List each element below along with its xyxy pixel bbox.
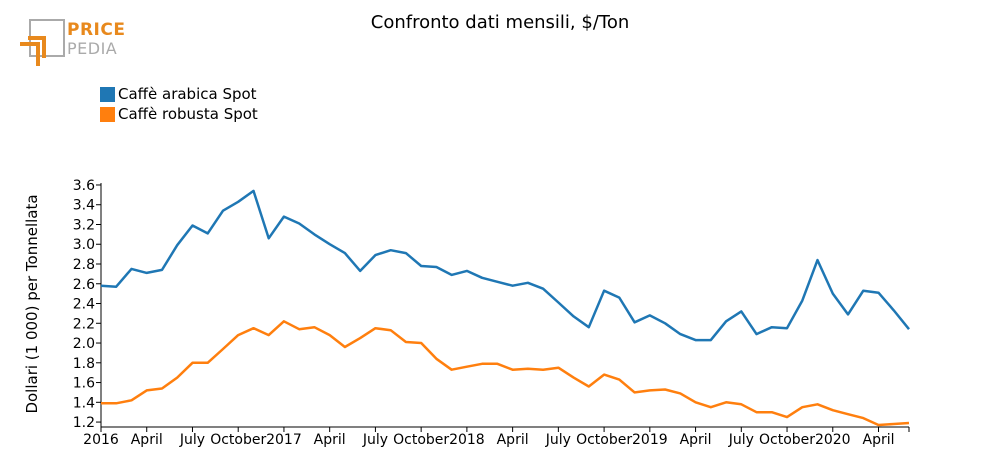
y-tick-label: 3.6	[73, 178, 95, 194]
x-tick-label: July	[545, 432, 571, 448]
y-tick-label: 1.2	[73, 415, 95, 431]
y-tick-label: 2.0	[73, 336, 95, 352]
y-tick-label: 1.6	[73, 376, 95, 392]
legend-swatch-arabica	[100, 86, 115, 102]
x-tick-label: April	[497, 432, 529, 448]
x-tick-label: 2016	[83, 432, 119, 448]
x-tick-label: October	[759, 432, 815, 448]
x-tick-label: October	[393, 432, 449, 448]
y-tick-label: 2.8	[73, 257, 95, 273]
legend-label-robusta: Caffè robusta Spot	[118, 105, 258, 123]
y-tick-label: 1.4	[73, 395, 95, 411]
y-tick-label: 3.0	[73, 237, 95, 253]
logo-mark-icon	[20, 19, 65, 66]
y-tick-label: 1.8	[73, 356, 95, 372]
x-tick-label: 2019	[632, 432, 668, 448]
legend-item-robusta[interactable]: Caffè robusta Spot	[100, 104, 258, 124]
x-tick-label: 2020	[815, 432, 851, 448]
x-tick-label: April	[680, 432, 712, 448]
logo-text-pedia: PEDIA	[67, 39, 118, 58]
x-tick-label: October	[576, 432, 632, 448]
legend-label-arabica: Caffè arabica Spot	[118, 85, 257, 103]
chart-title: Confronto dati mensili, $/Ton	[370, 12, 630, 33]
y-axis: 1.2 1.4 1.6 1.8 2.0 2.2 2.4 2.6 2.8 3.0 3.2 3.4 3.6	[73, 178, 102, 431]
y-tick-label: 2.4	[73, 297, 95, 313]
x-axis: 2016 April July October 2017 April July October…	[83, 426, 910, 448]
x-tick-label: October	[210, 432, 266, 448]
x-tick-label: 2017	[266, 432, 302, 448]
y-tick-label: 2.2	[73, 316, 95, 332]
logo-text-price: PRICE	[67, 20, 126, 40]
series-line-arabica[interactable]	[100, 189, 910, 342]
y-tick-label: 2.6	[73, 277, 95, 293]
legend-swatch-robusta	[100, 106, 115, 122]
x-tick-label: July	[362, 432, 388, 448]
x-tick-label: 2018	[449, 432, 485, 448]
x-tick-label: April	[131, 432, 163, 448]
y-axis-label: Dollari (1 000) per Tonnellata	[23, 194, 41, 413]
y-tick-label: 3.2	[73, 217, 95, 233]
x-tick-label: April	[863, 432, 895, 448]
y-tick-label: 3.4	[73, 198, 95, 214]
pricepedia-logo: PRICE PEDIA	[20, 18, 130, 68]
x-tick-label: July	[728, 432, 754, 448]
series-line-robusta[interactable]	[101, 320, 910, 427]
legend-item-arabica[interactable]: Caffè arabica Spot	[100, 84, 258, 104]
legend: Caffè arabica Spot Caffè robusta Spot	[100, 84, 258, 124]
x-tick-label: April	[314, 432, 346, 448]
x-tick-label: July	[179, 432, 205, 448]
series-layer	[100, 189, 910, 427]
